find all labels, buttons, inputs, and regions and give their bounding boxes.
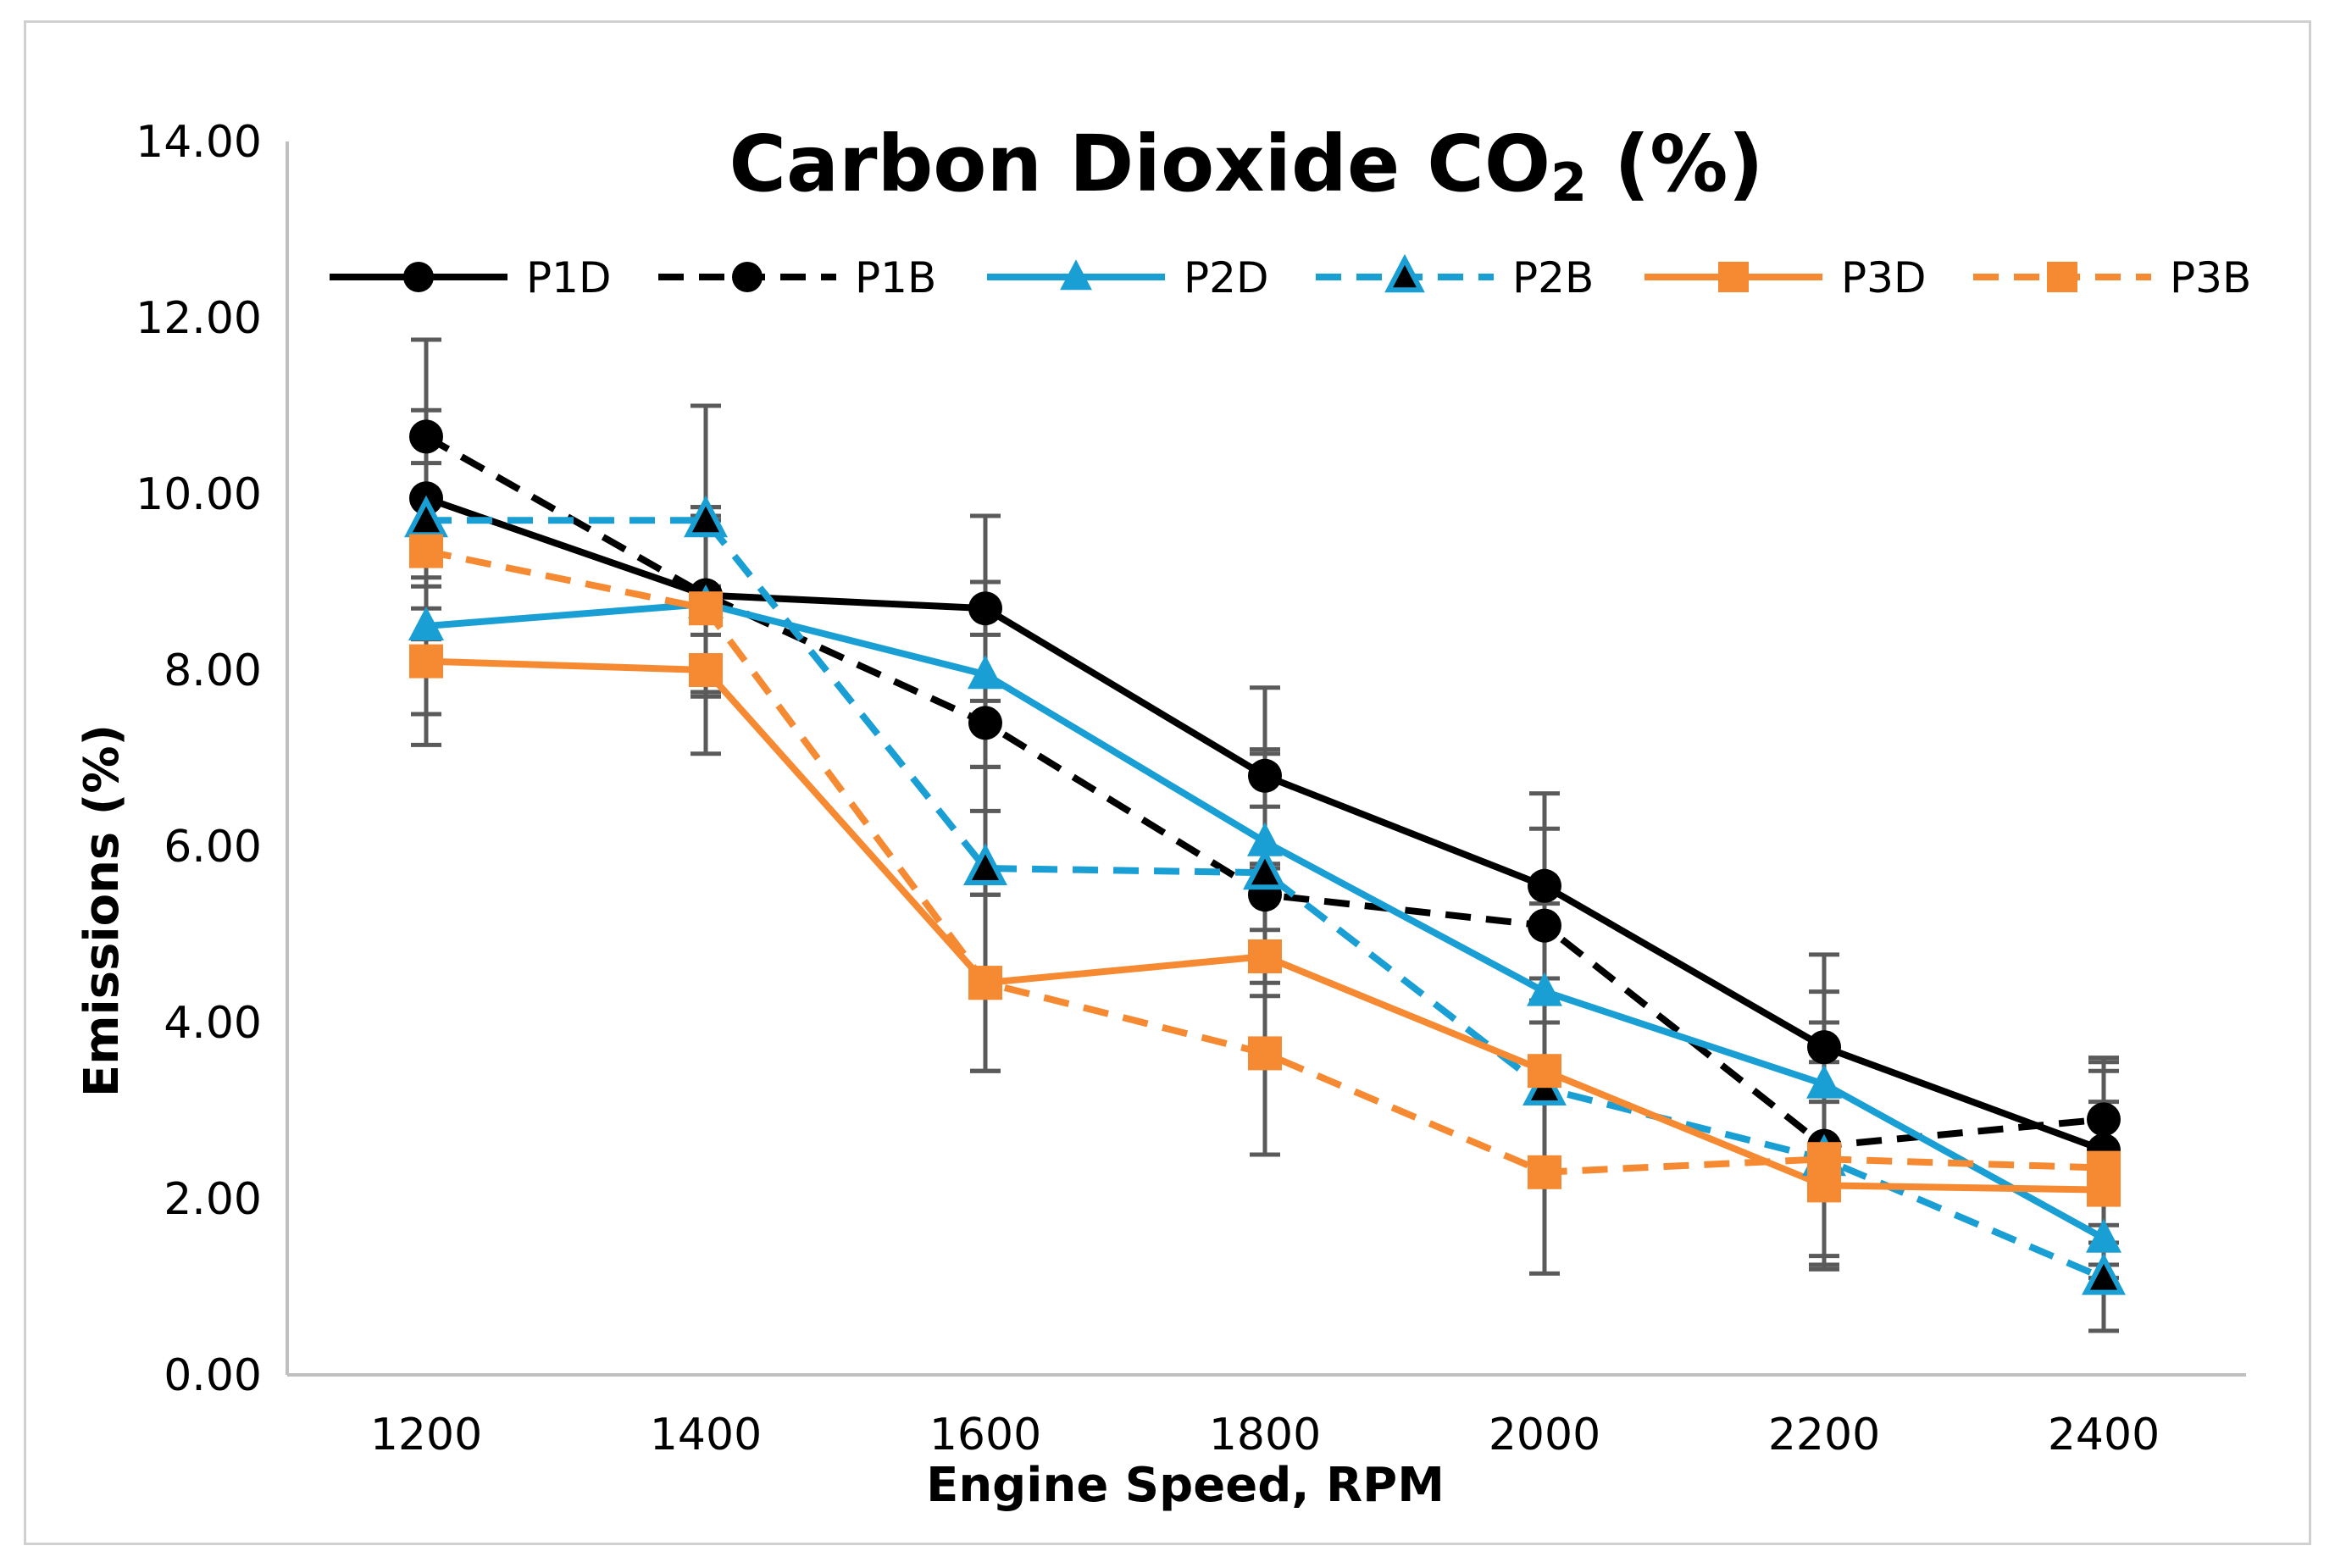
legend-label-p2d: P2D: [1184, 253, 1268, 302]
data-point-p2b: [2082, 1253, 2126, 1295]
data-point-p2d: [1527, 972, 1562, 1006]
data-point-p1d: [1528, 868, 1561, 903]
data-point-p3b: [689, 591, 723, 626]
data-point-p1d: [968, 591, 1002, 626]
chart-svg: 0.00 2.00 4.00 6.00 8.00 10.00 12.00 14.00 1200 1…: [75, 117, 2251, 1513]
chart-title: Carbon Dioxide CO2 (%): [729, 119, 1763, 213]
legend-marker-p1b: [732, 262, 763, 292]
markers-layer: [404, 419, 2126, 1295]
legend-label-p1d: P1D: [526, 253, 611, 302]
data-point-p2d: [1806, 1064, 1842, 1099]
data-point-p3b: [1528, 1155, 1561, 1189]
data-point-p2d: [1247, 822, 1283, 856]
data-point-p1d: [1248, 758, 1282, 793]
data-point-p3b: [2087, 1150, 2121, 1185]
y-tick-label: 14.00: [136, 117, 262, 168]
data-point-p2d: [2086, 1218, 2121, 1253]
data-point-p1b: [2087, 1102, 2121, 1137]
legend-label-p2b: P2B: [1512, 253, 1594, 302]
data-point-p3b: [1807, 1142, 1841, 1177]
legend-label-p1b: P1B: [855, 253, 936, 302]
data-point-p3b: [1248, 1036, 1282, 1071]
data-point-p1b: [1528, 908, 1561, 943]
data-point-p3b: [409, 534, 443, 568]
y-tick-label: 12.00: [136, 293, 262, 344]
x-tick-label: 2200: [1768, 1410, 1880, 1460]
x-tick-label: 2000: [1489, 1410, 1600, 1460]
data-point-p3b: [968, 966, 1002, 1000]
x-axis-label: Engine Speed, RPM: [926, 1458, 1445, 1513]
x-tick-label: 2400: [2048, 1410, 2160, 1460]
data-point-p3d: [1528, 1054, 1561, 1089]
legend-marker-p2b: [1384, 253, 1425, 293]
y-tick-label: 4.00: [164, 998, 262, 1049]
y-tick-label: 0.00: [164, 1350, 262, 1401]
legend-marker-p3b: [2047, 262, 2077, 292]
y-tick-label: 10.00: [136, 469, 262, 520]
legend-marker-p3d: [1718, 262, 1749, 292]
data-point-p3d: [409, 644, 443, 679]
chart-title-suffix: (%): [1587, 119, 1763, 209]
legend: P1D P1B P2D P2B P3D P3B: [330, 253, 2251, 302]
data-point-p3d: [689, 653, 723, 687]
data-point-p2d: [408, 607, 444, 640]
data-point-p2b: [963, 843, 1007, 885]
x-tick-label: 1200: [370, 1410, 482, 1460]
x-tick-label: 1600: [929, 1410, 1041, 1460]
legend-marker-p1d: [403, 262, 434, 292]
tick-labels-layer: 0.00 2.00 4.00 6.00 8.00 10.00 12.00 14.00 1200 1…: [136, 117, 2160, 1460]
data-point-p1d: [1807, 1030, 1841, 1065]
data-point-p2b: [684, 495, 728, 538]
axes-layer: [286, 141, 2246, 1377]
data-point-p1b: [409, 419, 443, 454]
data-point-p2b: [1243, 847, 1287, 890]
chart-title-main: Carbon Dioxide CO: [729, 119, 1550, 209]
x-tick-label: 1400: [650, 1410, 762, 1460]
data-point-p3d: [1248, 939, 1282, 973]
data-point-p1b: [968, 706, 1002, 740]
y-tick-label: 2.00: [164, 1174, 262, 1225]
y-tick-label: 6.00: [164, 822, 262, 873]
x-tick-label: 1800: [1209, 1410, 1321, 1460]
y-tick-label: 8.00: [164, 645, 262, 696]
legend-label-p3b: P3B: [2170, 253, 2251, 302]
data-point-p2d: [968, 655, 1003, 690]
legend-marker-p2d: [1060, 259, 1092, 291]
chart-frame: 0.00 2.00 4.00 6.00 8.00 10.00 12.00 14.00 1200 1…: [24, 20, 2311, 1545]
y-axis-label: Emissions (%): [75, 724, 130, 1097]
legend-label-p3d: P3D: [1841, 253, 1926, 302]
chart-title-subscript: 2: [1550, 152, 1587, 213]
